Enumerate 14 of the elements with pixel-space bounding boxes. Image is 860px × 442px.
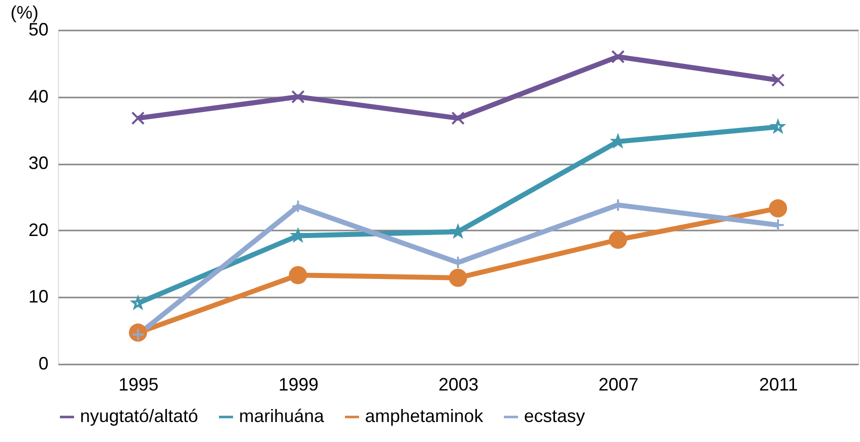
x-tick-label: 2011 xyxy=(759,374,798,394)
legend-label: ecstasy xyxy=(524,406,586,426)
legend-label: marihuána xyxy=(239,406,326,426)
x-tick-label: 2003 xyxy=(438,374,479,394)
x-tick-label: 2007 xyxy=(598,374,639,394)
y-tick-label: 40 xyxy=(28,86,48,106)
y-tick-label: 0 xyxy=(38,354,48,374)
x-tick-label: 1999 xyxy=(278,374,319,394)
legend-label: nyugtató/altató xyxy=(80,406,198,426)
y-tick-label: 30 xyxy=(28,153,48,174)
x-tick-label: 1995 xyxy=(118,374,159,394)
legend-label: amphetaminok xyxy=(365,406,484,426)
y-tick-label: 20 xyxy=(28,220,48,240)
y-tick-label: 10 xyxy=(28,286,48,307)
